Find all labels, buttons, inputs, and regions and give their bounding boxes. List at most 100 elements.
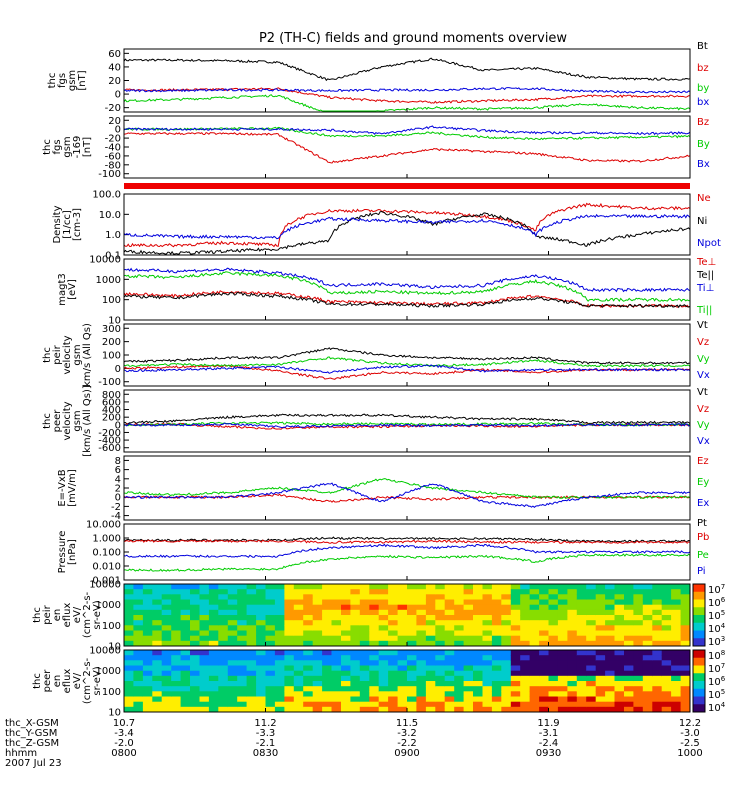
spectrogram-cell [284, 686, 295, 692]
spectrogram-cell [350, 625, 361, 631]
spectrogram-cell [586, 650, 597, 656]
spectrogram-cell [539, 640, 549, 647]
spectrogram-cell [557, 670, 568, 677]
spectrogram-cell [322, 620, 332, 626]
spectrogram-cell [208, 686, 219, 692]
spectrogram-cell [378, 660, 389, 666]
spectrogram-cell [237, 670, 248, 677]
spectrogram-cell [473, 635, 483, 642]
spectrogram-cell [520, 701, 531, 708]
spectrogram-cell [124, 670, 134, 677]
spectrogram-cell [256, 609, 266, 616]
spectrogram-cell [124, 589, 134, 595]
spectrogram-cell [359, 620, 370, 626]
spectrogram-cell [341, 599, 351, 606]
spectrogram-cell [529, 681, 540, 687]
spectrogram-cell [557, 675, 568, 682]
spectrogram-cell [180, 594, 191, 600]
colorbar-tick-label: 108 [708, 649, 725, 662]
spectrogram-cell [529, 620, 540, 626]
spectrogram-cell [322, 655, 332, 661]
spectrogram-cell [463, 691, 474, 697]
spectrogram-cell [293, 604, 304, 611]
spectrogram-cell [633, 675, 644, 682]
spectrogram-cell [425, 589, 436, 595]
spectrogram-cell [293, 594, 304, 600]
spectrogram-cell [142, 630, 153, 637]
spectrogram-cell [312, 640, 323, 647]
spectrogram-cell [124, 584, 134, 590]
legend-entry: Bz [697, 117, 709, 128]
spectrogram-cell [557, 630, 568, 637]
legend-entry: Ey [697, 477, 709, 488]
spectrogram-cell [322, 701, 332, 708]
spectrogram-cell [227, 620, 238, 626]
spectrogram-cell [510, 625, 521, 631]
spectrogram-cell [416, 681, 427, 687]
spectrogram-cell [350, 706, 361, 713]
spectrogram-cell [124, 660, 134, 666]
spectrogram-cell [293, 665, 304, 672]
spectrogram-cell [218, 650, 229, 656]
spectrogram-cell [576, 706, 587, 713]
spectrogram-cell [444, 701, 455, 708]
spectrogram-cell [680, 635, 691, 642]
legend-entry: Te⊥ [696, 257, 716, 268]
spectrogram-cell [661, 660, 672, 666]
spectrogram-cell [548, 630, 559, 637]
spectrogram-cell [246, 675, 257, 682]
spectrogram-cell [256, 665, 266, 672]
spectrogram-cell [208, 675, 219, 682]
spectrogram-cell [671, 660, 681, 666]
spectrogram-cell [208, 640, 219, 647]
spectrogram-cell [548, 620, 559, 626]
spectrogram-cell [529, 609, 540, 616]
spectrogram-cell [444, 691, 455, 697]
spectrogram-cell [501, 665, 512, 672]
spectrogram-cell [435, 691, 446, 697]
spectrogram-cell [633, 599, 644, 606]
spectrogram-cell [416, 640, 427, 647]
spectrogram-cell [180, 625, 191, 631]
x-tick-label: 0900 [394, 748, 419, 759]
spectrogram-cell [218, 615, 229, 621]
spectrogram-cell [246, 630, 257, 637]
spectrogram-cell [397, 625, 408, 631]
spectrogram-cell [473, 604, 483, 611]
legend-entry: Ez [697, 456, 709, 467]
spectrogram-cell [454, 630, 465, 637]
spectrogram-cell [680, 675, 691, 682]
spectrogram-cell [482, 584, 493, 590]
spectrogram-cell [633, 625, 644, 631]
spectrogram-cell [529, 630, 540, 637]
series-line-Ni [123, 210, 691, 255]
spectrogram-cell [124, 594, 134, 600]
spectrogram-cell [397, 604, 408, 611]
spectrogram-cell [378, 650, 389, 656]
spectrogram-cell [208, 660, 219, 666]
spectrogram-cell [557, 625, 568, 631]
spectrogram-cell [341, 655, 351, 661]
spectrogram-cell [425, 706, 436, 713]
spectrogram-cell [473, 584, 483, 590]
spectrogram-cell [576, 696, 587, 703]
spectrogram-cell [407, 589, 417, 595]
spectrogram-cell [397, 609, 408, 616]
spectrogram-cell [624, 665, 634, 672]
spectrogram-cell [190, 620, 200, 626]
spectrogram-cell [265, 620, 276, 626]
spectrogram-cell [350, 604, 361, 611]
spectrogram-cell [331, 594, 342, 600]
spectrogram-cell [265, 681, 276, 687]
y-axis-label: E=-VxB[mV/m] [57, 469, 78, 507]
spectrogram-cell [341, 609, 351, 616]
spectrogram-cell [642, 609, 653, 616]
spectrogram-cell [652, 625, 663, 631]
spectrogram-cell [539, 681, 549, 687]
spectrogram-cell [605, 609, 615, 616]
spectrogram-cell [407, 594, 417, 600]
spectrogram-cell [444, 625, 455, 631]
spectrogram-cell [152, 686, 163, 692]
spectrogram-cell [312, 670, 323, 677]
spectrogram-cell [322, 696, 332, 703]
